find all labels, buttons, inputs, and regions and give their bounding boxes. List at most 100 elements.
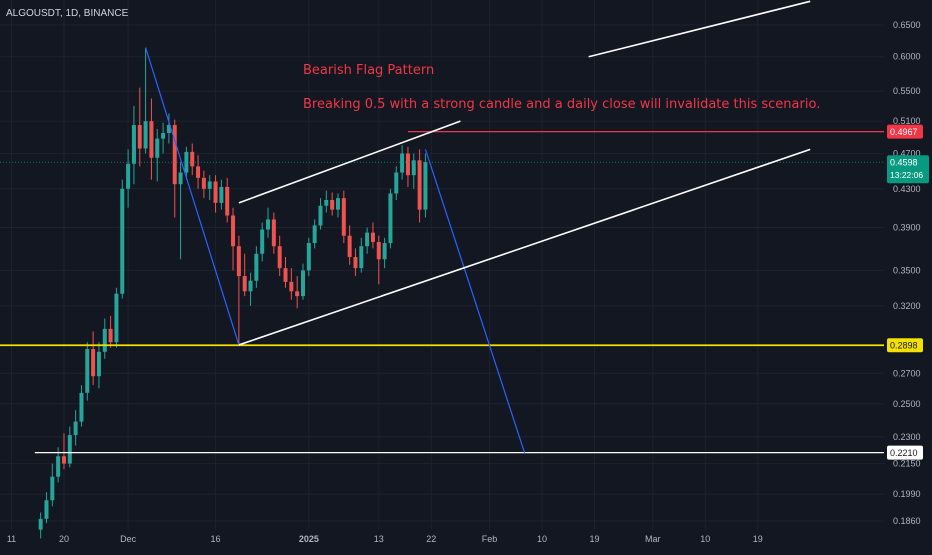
x-tick-label: 2025 [299,534,319,544]
candle-body [242,276,247,292]
annotation-body: Breaking 0.5 with a strong candle and a … [303,97,821,112]
x-tick-label: 10 [700,534,710,544]
trendline-projection-line-top[interactable] [588,0,811,58]
candle-body [126,163,131,189]
last-price-value: 0.4598 [890,158,918,168]
candle-body [405,153,410,176]
candle-body [335,198,340,210]
trendline-projected-decline[interactable] [424,149,526,453]
candle-body [172,125,177,185]
trendline-channel-upper[interactable] [238,120,461,204]
y-tick-label: 0.1860 [893,516,921,526]
candle-body [318,205,323,226]
y-tick-label: 0.5100 [893,116,921,126]
y-tick-label: 0.2150 [893,459,921,469]
candle-body [248,280,253,292]
y-tick-label: 0.3500 [893,265,921,275]
candle-body [283,268,288,282]
candle-body [155,138,160,158]
candle-body [225,186,230,216]
y-tick-label: 0.6500 [893,20,921,30]
y-tick-label: 0.3200 [893,301,921,311]
candle-body [411,160,416,176]
candle-body [38,518,43,530]
candle-body [353,257,358,269]
y-tick-label: 0.3900 [893,222,921,232]
candle-body [131,125,136,164]
x-tick-label: 20 [59,534,69,544]
candle-body [161,132,166,139]
price-tag-text: 0.2898 [890,341,918,351]
candle-body [324,200,329,206]
candle-body [50,476,55,501]
candle-body [266,219,271,230]
x-tick-label: 16 [211,534,221,544]
y-tick-label: 0.5500 [893,86,921,96]
candle-body [120,188,125,294]
candle-body [196,166,201,178]
x-tick-label: 11 [7,534,16,544]
candle-body [56,456,61,477]
candle-body [67,435,72,464]
candle-body [108,328,113,343]
candle-body [260,229,265,254]
last-price-tag [887,155,929,184]
candle-body [376,241,381,260]
candle-body [166,125,171,133]
candle-body [400,153,405,173]
candle-body [301,270,305,297]
candle-body [388,193,393,244]
symbol-title: ALGOUSDT, 1D, BINANCE [6,8,129,19]
x-tick-label: 19 [589,534,599,544]
last-price-countdown: 13:22:06 [890,170,923,180]
candle-body [207,181,212,189]
candle-body [370,232,375,242]
candle-body [201,177,206,189]
x-tick-label: 10 [537,534,547,544]
annotation-title: Bearish Flag Pattern [303,63,435,78]
trendline-pole-decline[interactable] [145,47,240,346]
x-tick-label: 13 [374,534,384,544]
candle-body [213,181,218,203]
x-tick-label: Mar [645,534,661,544]
price-tag-text: 0.4967 [890,127,918,137]
price-tag [887,445,923,460]
price-tag [887,124,923,139]
candle-body [44,500,49,519]
y-tick-label: 0.4300 [893,184,921,194]
y-tick-label: 0.2700 [893,368,921,378]
price-tag-text: 0.2210 [890,448,918,458]
candle-body [137,125,142,149]
candle-body [359,246,364,269]
candle-body [330,200,335,210]
x-tick-label: 22 [426,534,436,544]
candle-body [423,162,428,210]
y-tick-label: 0.4700 [893,149,921,159]
price-tag [887,338,923,353]
candle-body [91,349,96,377]
trendline-channel-lower[interactable] [238,148,811,346]
candle-body [114,293,119,343]
candle-body [365,232,370,247]
candle-body [96,351,101,377]
x-tick-label: 19 [753,534,763,544]
candle-body [190,151,195,167]
candle-body [102,328,107,352]
candle-body [178,172,183,185]
candle-body [61,456,66,464]
candle-body [312,225,317,244]
candle-body [143,121,148,149]
candle-body [254,253,259,281]
x-tick-label: Dec [120,534,137,544]
candle-body [231,215,236,247]
y-tick-label: 0.1990 [893,489,921,499]
candle-body [277,246,282,269]
candle-body [417,160,422,210]
candle-body [306,243,311,271]
y-tick-label: 0.6000 [893,52,921,62]
x-tick-label: Feb [482,534,498,544]
candle-body [85,349,90,393]
candle-body [341,198,346,236]
